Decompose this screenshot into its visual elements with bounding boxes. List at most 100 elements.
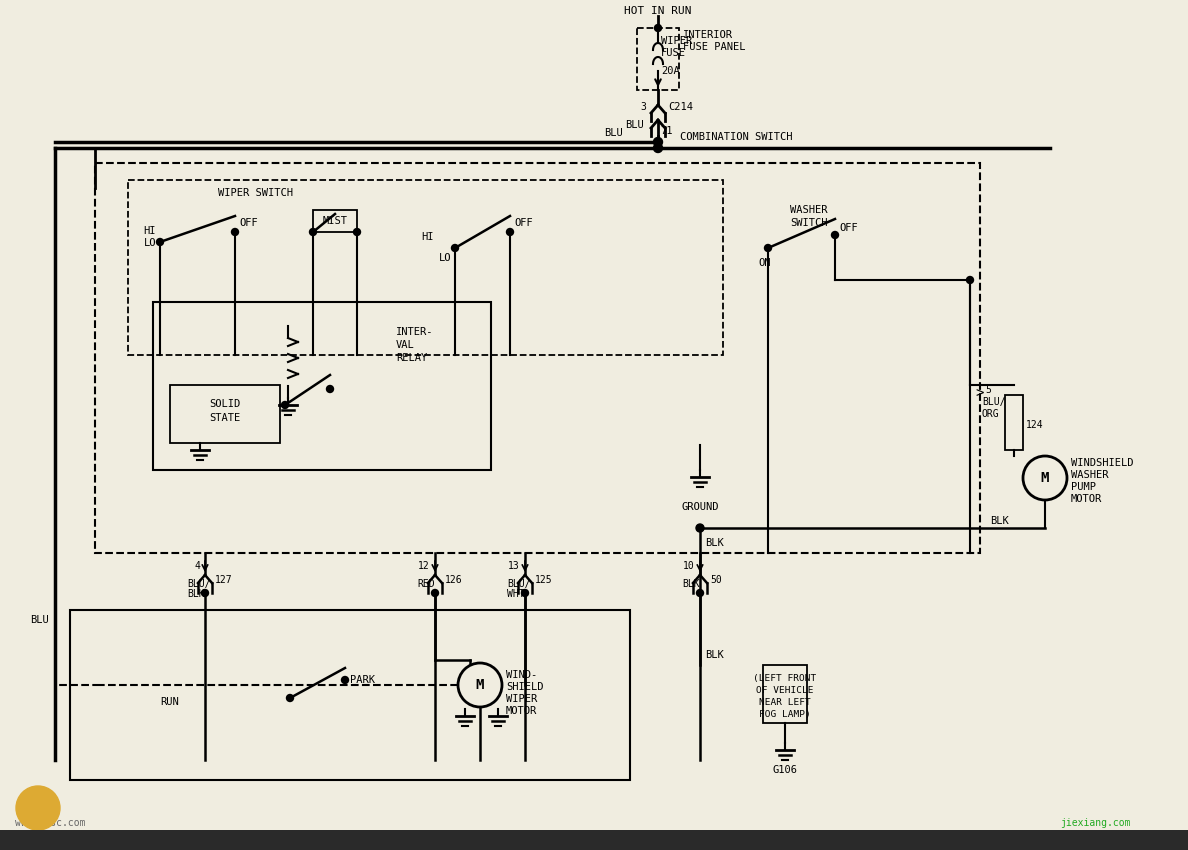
Circle shape [282,401,289,409]
Text: HI: HI [144,226,157,236]
Circle shape [696,590,703,597]
Circle shape [459,663,503,707]
Text: 71: 71 [661,126,672,136]
Text: VAL: VAL [396,340,415,350]
Text: SHIELD: SHIELD [506,682,543,692]
Text: WIPER: WIPER [661,36,693,46]
Text: MOTOR: MOTOR [1072,494,1102,504]
Text: BLK: BLK [704,650,723,660]
Text: M: M [476,678,485,692]
Text: LO: LO [144,238,157,248]
Bar [637,28,680,90]
Text: BLU/: BLU/ [982,397,1005,407]
Text: NEAR LEFT: NEAR LEFT [759,698,811,707]
Circle shape [451,245,459,252]
Text: FOG LAMP): FOG LAMP) [759,710,811,719]
Bar [153,302,491,470]
Text: BLK: BLK [990,516,1009,526]
Circle shape [653,138,663,146]
Text: GROUND: GROUND [681,502,719,512]
Text: OF VEHICLE: OF VEHICLE [757,686,814,695]
Text: WIPER SWITCH: WIPER SWITCH [219,188,293,198]
Circle shape [832,231,839,239]
Text: G106: G106 [772,765,797,775]
Bar [312,210,358,232]
Text: BLK: BLK [187,589,204,599]
Text: 127: 127 [215,575,233,585]
Circle shape [522,590,529,597]
Text: FUSE: FUSE [661,48,685,58]
Circle shape [655,25,662,31]
Text: STATE: STATE [209,413,241,423]
Text: WASHER: WASHER [790,205,828,215]
Text: C214: C214 [668,102,693,112]
Text: RED: RED [417,579,435,589]
Text: HOT IN RUN: HOT IN RUN [624,6,691,16]
Circle shape [341,677,348,683]
Text: 5: 5 [985,385,991,395]
Circle shape [765,245,771,252]
Text: 20A: 20A [661,66,680,76]
Text: 10: 10 [683,561,695,571]
Circle shape [653,144,663,152]
Circle shape [506,229,513,235]
Text: BLU/: BLU/ [507,579,531,589]
Text: WIND-: WIND- [506,670,537,680]
Text: INTERIOR: INTERIOR [683,30,733,40]
Text: WASHER: WASHER [1072,470,1108,480]
Text: 124: 124 [1026,420,1043,430]
Circle shape [696,524,704,532]
Circle shape [286,694,293,701]
Text: INTER-: INTER- [396,327,434,337]
Text: COMBINATION SWITCH: COMBINATION SWITCH [680,132,792,142]
Text: BLU: BLU [30,615,49,625]
Text: WIPER: WIPER [506,694,537,704]
Bar [0,830,1188,850]
Bar [95,163,980,553]
Bar [128,180,723,355]
Bar [763,665,807,723]
Circle shape [232,229,239,235]
Text: M: M [1041,471,1049,485]
Circle shape [1023,456,1067,500]
Text: 13: 13 [508,561,520,571]
Text: PUMP: PUMP [1072,482,1097,492]
Text: PARK: PARK [350,675,375,685]
Text: www.dzsc.com: www.dzsc.com [15,818,86,828]
Text: HI: HI [421,232,434,242]
Text: SOLID: SOLID [209,399,241,409]
Text: 3: 3 [640,102,646,112]
Circle shape [157,239,164,246]
Text: OFF: OFF [514,218,532,228]
Circle shape [431,590,438,597]
Text: 4: 4 [194,561,200,571]
Text: WHT: WHT [507,589,525,599]
Text: 125: 125 [535,575,552,585]
Circle shape [15,786,61,830]
Circle shape [967,276,973,284]
Circle shape [202,590,209,597]
Text: BLK: BLK [704,538,723,548]
Text: RELAY: RELAY [396,353,428,363]
Text: MIST: MIST [322,216,348,226]
Text: LO: LO [438,253,451,263]
Text: SWITCH: SWITCH [790,218,828,228]
Circle shape [310,229,316,235]
Text: ORG: ORG [982,409,999,419]
Text: BLU: BLU [625,120,644,130]
Text: RUN: RUN [160,697,178,707]
Text: FUSE PANEL: FUSE PANEL [683,42,746,52]
Bar [1005,395,1023,450]
Text: OFF: OFF [839,223,858,233]
Text: 50: 50 [710,575,722,585]
Text: WINDSHIELD: WINDSHIELD [1072,458,1133,468]
Text: BLU: BLU [605,128,623,138]
Circle shape [327,386,334,393]
Text: BLU/: BLU/ [187,579,210,589]
Text: >: > [975,386,984,400]
Text: BLK: BLK [682,579,700,589]
Bar [70,610,630,780]
Text: ON: ON [758,258,771,268]
Text: 126: 126 [446,575,462,585]
Text: OFF: OFF [239,218,258,228]
